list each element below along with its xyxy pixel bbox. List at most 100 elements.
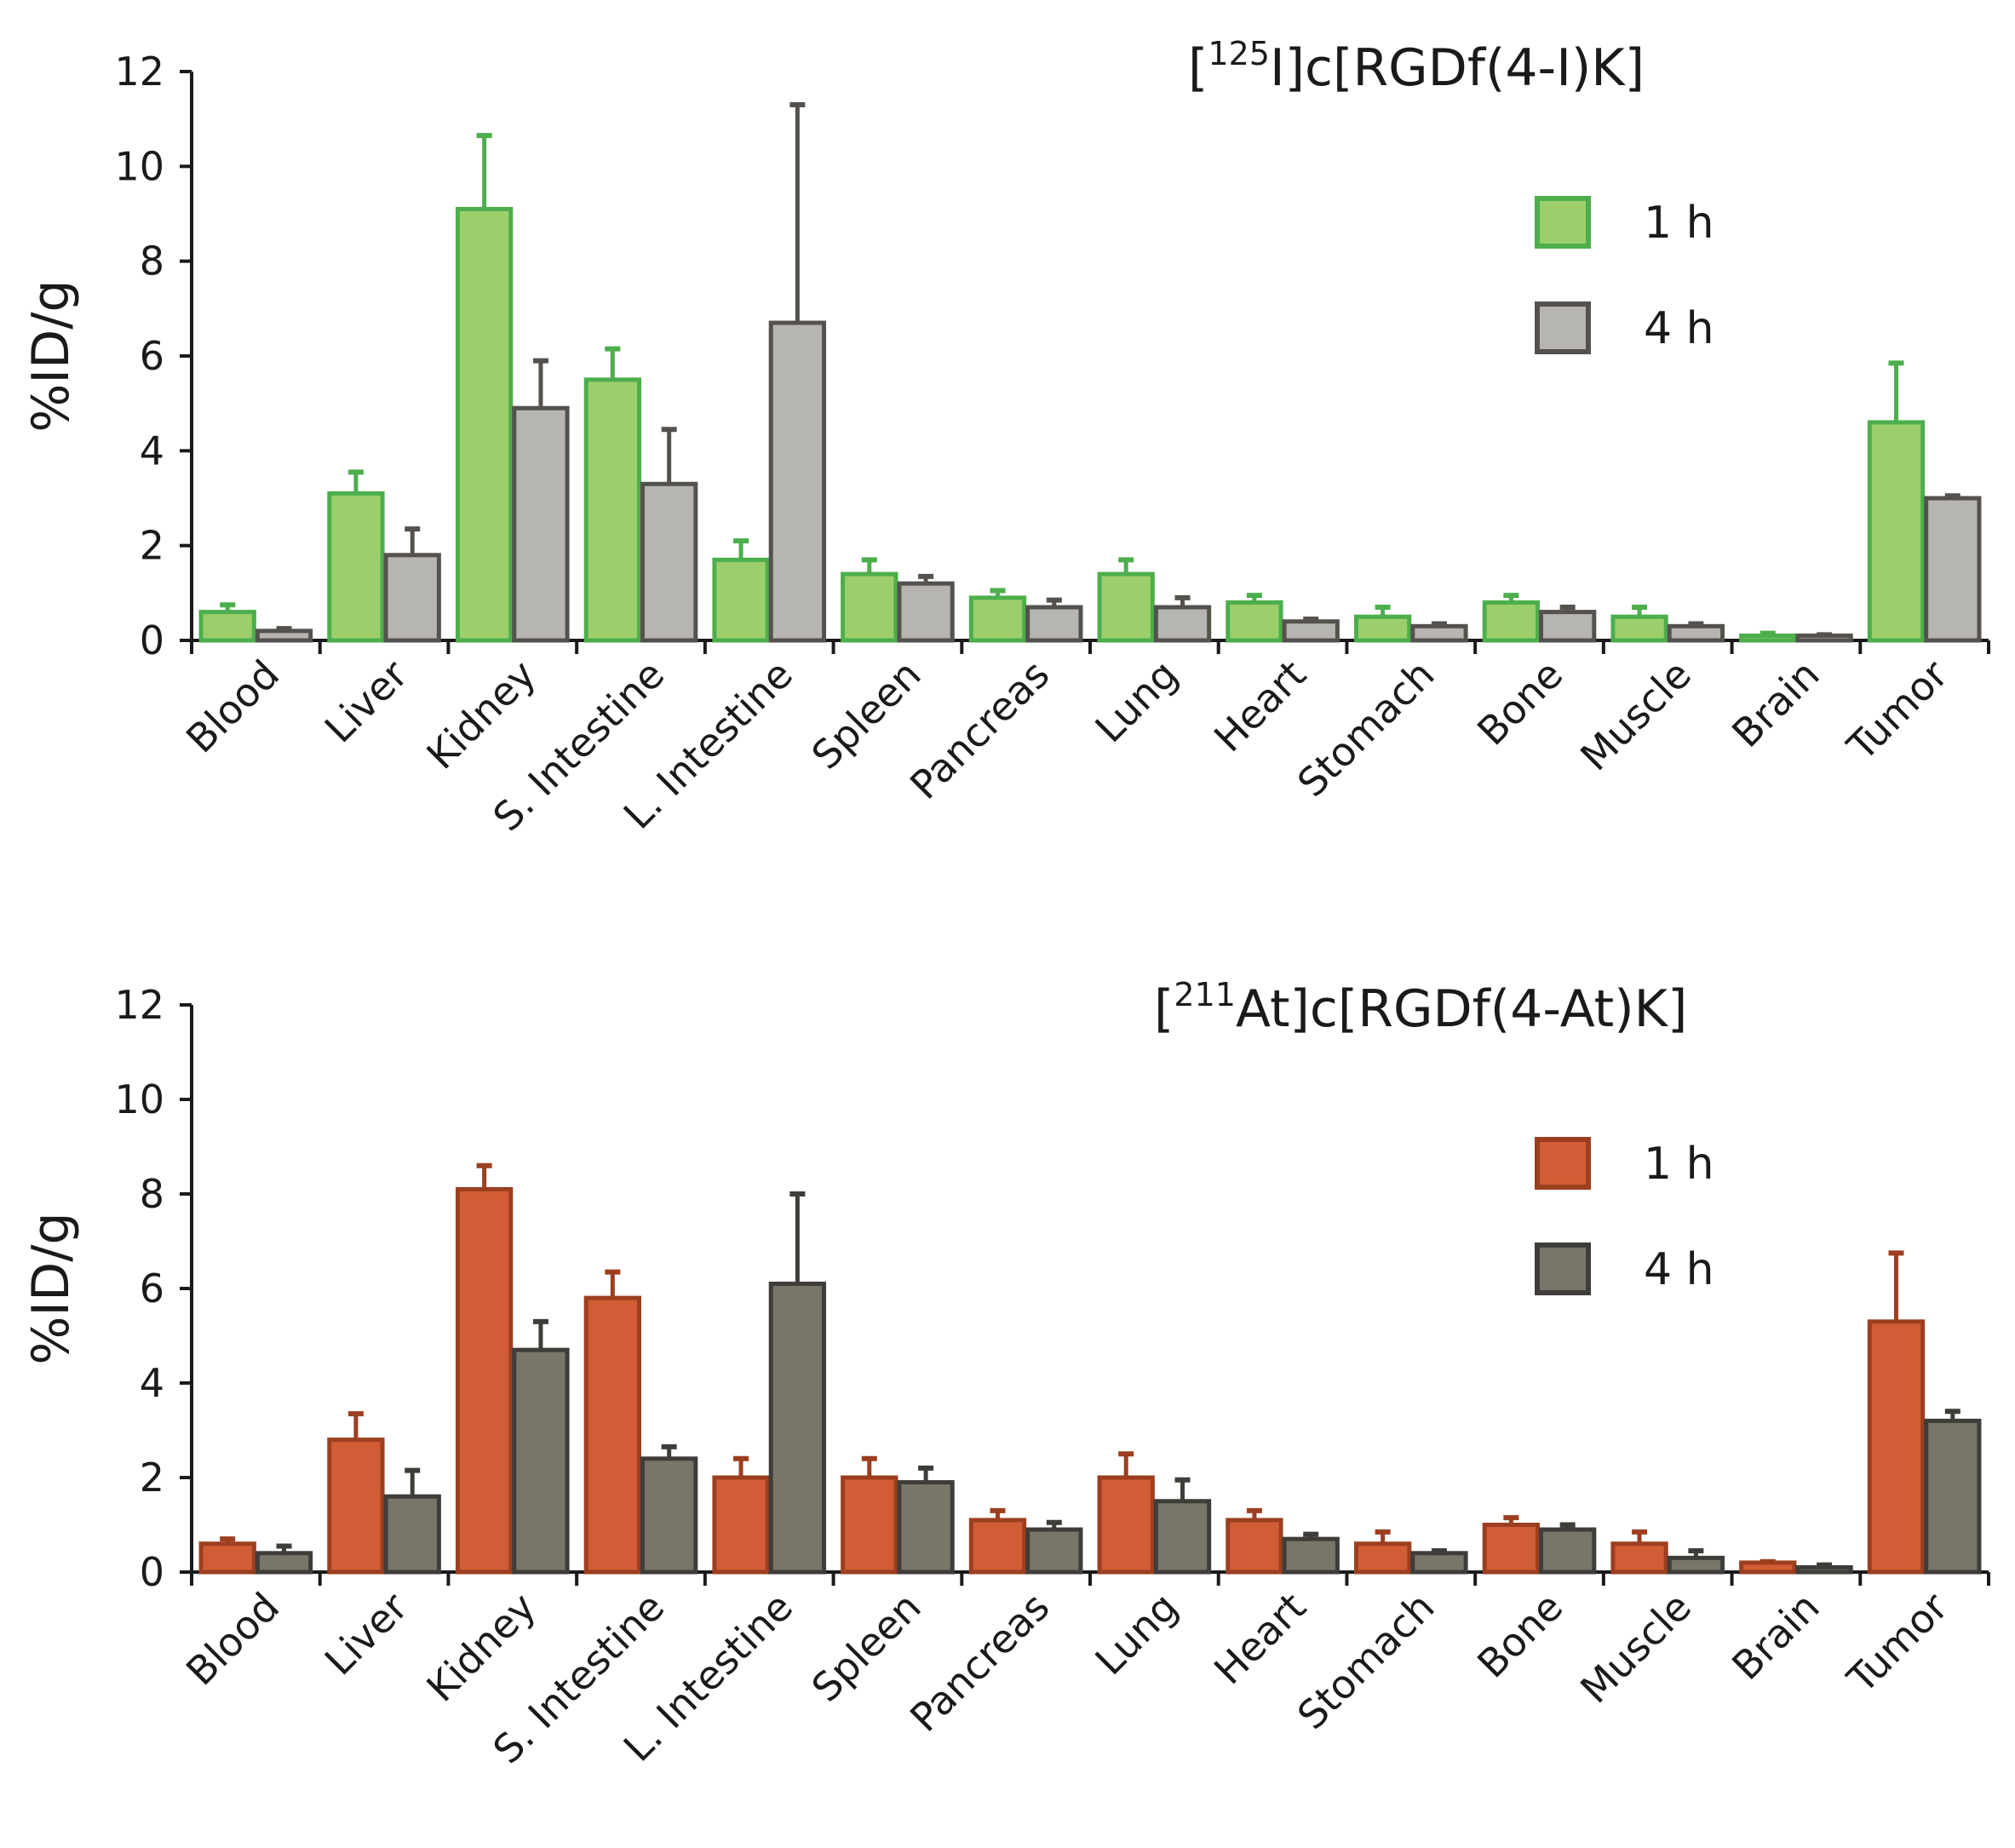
bar	[968, 1518, 1027, 1575]
x-tick-label: Kidney	[417, 1584, 544, 1711]
y-tick-label: 0	[140, 1549, 164, 1595]
bar	[640, 481, 698, 643]
title-superscript: 125	[1208, 35, 1270, 72]
x-tick-label: Muscle	[1571, 1584, 1700, 1713]
bar	[968, 595, 1027, 643]
title-prefix: [	[1188, 38, 1208, 98]
bar	[1282, 619, 1340, 643]
y-tick-label: 6	[140, 333, 164, 379]
x-tick-label: Stomach	[1289, 1584, 1444, 1739]
bar	[583, 377, 642, 643]
y-tick-label: 2	[140, 523, 164, 569]
bar	[768, 320, 827, 643]
x-tick-label: Liver	[316, 1584, 416, 1684]
bar	[1025, 605, 1083, 643]
legend-label: 4 h	[1644, 303, 1714, 354]
y-tick-label: 10	[114, 143, 164, 189]
bar	[712, 557, 770, 643]
legend-swatch	[1535, 1137, 1591, 1190]
title-suffix: At]c[RGDf(4-At)K]	[1236, 979, 1687, 1039]
y-tick-label: 8	[140, 238, 164, 284]
bar	[1867, 420, 1926, 643]
x-tick-label: Pancreas	[901, 651, 1058, 808]
x-tick-label: Blood	[177, 651, 288, 762]
bar	[1610, 1541, 1668, 1575]
bar	[1025, 1527, 1083, 1575]
bar	[383, 1494, 441, 1575]
legend-label: 1 h	[1644, 1139, 1714, 1190]
y-axis-title: %ID/g	[21, 1212, 81, 1364]
bar	[1739, 1560, 1797, 1575]
y-tick-label: 8	[140, 1171, 164, 1217]
bar	[1924, 496, 1982, 643]
chart-title: [125I]c[RGDf(4-I)K]	[1188, 35, 1645, 98]
bar	[1353, 1541, 1412, 1575]
bar	[1153, 1499, 1212, 1575]
bar	[1097, 1475, 1155, 1575]
y-tick-label: 12	[114, 982, 164, 1028]
bar	[512, 405, 570, 643]
bar	[327, 1438, 385, 1575]
x-tick-label: Spleen	[803, 1584, 930, 1711]
y-tick-label: 10	[114, 1076, 164, 1122]
x-tick-label: Lung	[1087, 651, 1187, 752]
bar	[1795, 633, 1853, 643]
bar	[841, 571, 898, 643]
x-tick-label: Pancreas	[901, 1584, 1058, 1741]
legend-swatch	[1535, 1243, 1591, 1295]
x-tick-label: Kidney	[417, 651, 544, 778]
bar	[1282, 1536, 1340, 1575]
bar	[1539, 610, 1597, 643]
x-tick-label: Heart	[1205, 651, 1315, 761]
chart-title: [211At]c[RGDf(4-At)K]	[1154, 976, 1687, 1039]
legend-label: 1 h	[1644, 198, 1714, 249]
y-axis-title: %ID/g	[21, 279, 81, 432]
bar	[1482, 600, 1540, 643]
bar	[383, 553, 441, 643]
bar	[1667, 1555, 1725, 1575]
x-tick-label: Blood	[177, 1584, 288, 1695]
bar	[1226, 600, 1283, 643]
bar	[255, 628, 313, 643]
y-tick-label: 4	[140, 428, 164, 473]
x-tick-label: Lung	[1087, 1584, 1187, 1684]
x-tick-label: Brain	[1723, 651, 1828, 756]
bar	[455, 1186, 514, 1575]
bar	[1539, 1527, 1597, 1575]
title-suffix: I]c[RGDf(4-I)K]	[1270, 38, 1645, 98]
y-tick-label: 4	[140, 1360, 164, 1406]
bar	[1667, 623, 1725, 643]
bar	[712, 1475, 770, 1575]
y-tick-label: 6	[140, 1265, 164, 1311]
bar	[1867, 1319, 1926, 1575]
bar	[198, 1541, 256, 1575]
bar	[1795, 1564, 1853, 1575]
bar	[640, 1456, 698, 1575]
bar	[455, 206, 514, 643]
y-tick-label: 2	[140, 1455, 164, 1501]
bar	[1482, 1523, 1540, 1575]
bar	[1924, 1418, 1982, 1575]
bar	[198, 610, 256, 643]
x-tick-label: Muscle	[1571, 651, 1700, 780]
legend-swatch	[1535, 301, 1591, 354]
x-tick-label: Spleen	[803, 651, 930, 778]
title-prefix: [	[1154, 979, 1174, 1039]
legend-label: 4 h	[1644, 1244, 1714, 1295]
x-tick-label: Tumor	[1838, 651, 1956, 770]
y-tick-label: 12	[114, 49, 164, 95]
x-tick-label: Bone	[1468, 1584, 1571, 1687]
x-tick-label: Stomach	[1289, 651, 1444, 806]
bar	[768, 1281, 827, 1575]
title-superscript: 211	[1174, 976, 1236, 1013]
bar	[512, 1347, 570, 1575]
bar	[1153, 605, 1212, 643]
bar	[897, 1480, 955, 1575]
bar	[1353, 614, 1412, 643]
x-tick-label: Heart	[1205, 1584, 1315, 1694]
legend-swatch	[1535, 196, 1591, 249]
bar	[1226, 1518, 1283, 1575]
bar	[255, 1551, 313, 1575]
